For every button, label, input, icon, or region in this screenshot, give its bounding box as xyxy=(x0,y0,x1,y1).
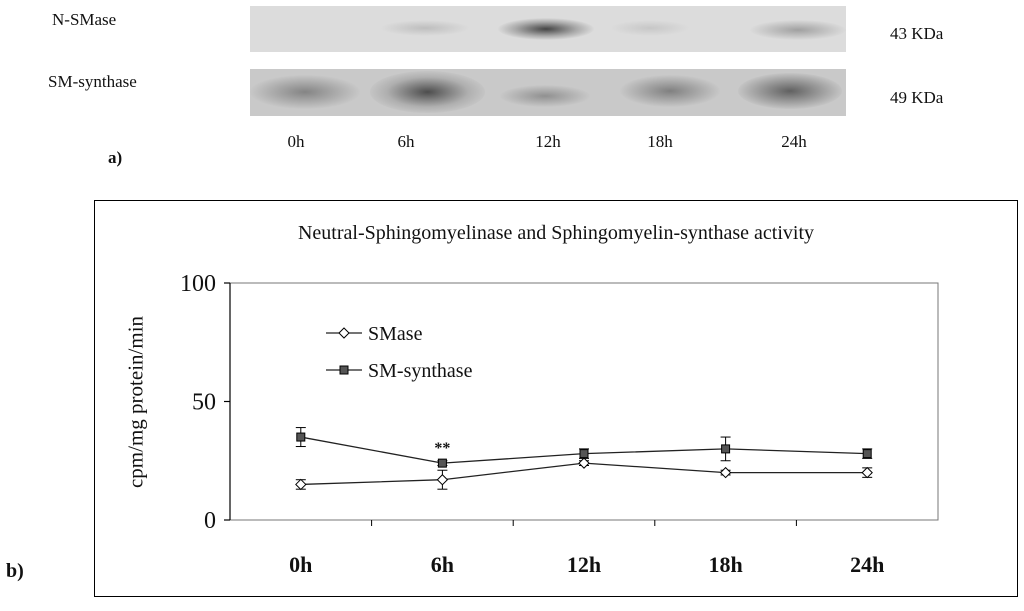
blot-band xyxy=(370,71,485,113)
x-tick-label: 12h xyxy=(567,552,601,577)
blot-band xyxy=(610,20,690,36)
data-point xyxy=(295,478,307,491)
blot-strip-nsmase xyxy=(250,6,846,52)
x-tick-label: 24h xyxy=(850,552,884,577)
x-tick-label: 0h xyxy=(289,552,312,577)
blot-band xyxy=(620,75,720,107)
data-point xyxy=(579,449,589,459)
plot-area xyxy=(229,282,939,521)
data-point xyxy=(296,432,306,442)
legend-label: SM-synthase xyxy=(368,360,473,382)
data-point xyxy=(437,458,447,468)
blot-band xyxy=(250,75,360,109)
blot-band xyxy=(498,18,594,40)
data-point xyxy=(578,457,590,469)
chart-frame xyxy=(94,200,1018,597)
blot-lane-label: 12h xyxy=(535,132,561,151)
legend-marker xyxy=(338,327,350,339)
y-tick-label: 100 xyxy=(180,271,216,297)
significance-annotation: ** xyxy=(434,440,450,457)
blot-row-label-nsmase: N-SMase xyxy=(52,10,117,29)
blot-kda-smsynthase: 49 KDa xyxy=(890,88,944,107)
data-point xyxy=(721,444,731,454)
blot-strip-smsynthase xyxy=(250,69,846,116)
y-tick-label: 50 xyxy=(192,390,216,416)
blot-row-label-smsynthase: SM-synthase xyxy=(48,72,137,91)
data-point xyxy=(862,449,872,459)
blot-band xyxy=(500,85,590,107)
blot-lane-label: 0h xyxy=(287,132,305,151)
data-point xyxy=(719,466,732,479)
blot-lane-label: 6h xyxy=(397,132,415,151)
chart-title: Neutral-Sphingomyelinase and Sphingomyel… xyxy=(297,222,814,244)
blot-lane-label: 18h xyxy=(647,132,673,151)
panel-label-b: b) xyxy=(6,560,24,582)
blot-lane-label: 24h xyxy=(781,132,807,151)
legend-label: SMase xyxy=(368,323,423,345)
panel-label-a: a) xyxy=(108,148,123,167)
legend-marker xyxy=(339,365,349,375)
data-point xyxy=(436,474,449,486)
blot-band xyxy=(750,20,846,40)
x-tick-label: 6h xyxy=(431,552,454,577)
blot-band xyxy=(380,20,470,36)
blot-band xyxy=(738,73,842,109)
y-tick-label: 0 xyxy=(204,508,216,534)
data-point xyxy=(861,466,873,479)
x-tick-label: 18h xyxy=(708,552,742,577)
blot-kda-nsmase: 43 KDa xyxy=(890,24,944,43)
